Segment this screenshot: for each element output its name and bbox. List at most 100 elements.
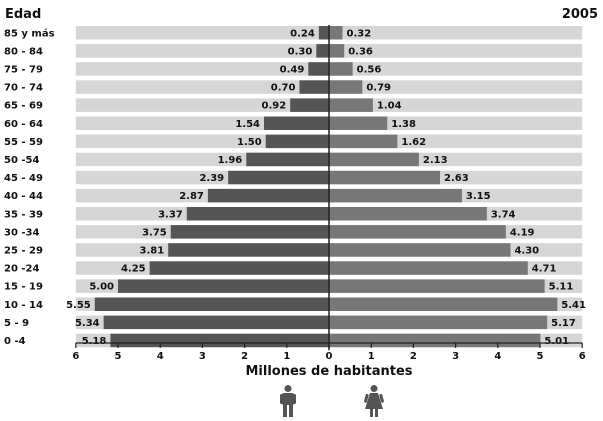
bar-hombres [149, 261, 329, 275]
age-group-label: 15 - 19 [4, 282, 43, 293]
bar-mujeres [329, 44, 345, 58]
age-group-label: 85 y más [4, 27, 55, 39]
value-label-mujeres: 1.38 [391, 119, 416, 130]
bar-hombres [264, 116, 329, 130]
value-label-hombres: 1.50 [237, 137, 262, 148]
x-tick-label: 4 [494, 351, 501, 362]
age-group-label: 20 -24 [4, 264, 40, 275]
bar-hombres [207, 188, 329, 203]
value-label-hombres: 3.37 [158, 209, 183, 220]
value-label-hombres: 0.70 [271, 83, 296, 94]
value-label-mujeres: 0.32 [347, 28, 372, 39]
value-label-mujeres: 5.41 [561, 300, 586, 311]
bar-mujeres [329, 333, 541, 348]
value-label-mujeres: 5.17 [551, 318, 576, 329]
bar-hombres [299, 80, 329, 94]
bar-hombres [168, 243, 329, 257]
value-label-hombres: 2.39 [199, 173, 224, 184]
value-label-mujeres: 0.36 [348, 46, 373, 57]
bar-hombres [290, 98, 329, 112]
year-label: 2005 [562, 7, 598, 22]
bar-hombres [94, 297, 329, 311]
value-label-mujeres: 4.19 [510, 227, 535, 238]
bar-mujeres [329, 225, 506, 239]
x-tick-label: 1 [368, 351, 375, 362]
bar-hombres [170, 225, 329, 239]
age-group-label: 50 -54 [4, 155, 40, 166]
woman-icon [364, 385, 384, 417]
value-label-mujeres: 4.30 [514, 245, 539, 256]
y-axis-title: Edad [5, 7, 41, 22]
bar-hombres [265, 134, 329, 149]
value-label-hombres: 1.54 [235, 119, 260, 130]
bar-mujeres [329, 188, 462, 203]
bar-mujeres [329, 134, 398, 149]
value-label-hombres: 5.55 [66, 300, 91, 311]
x-tick-label: 6 [579, 351, 586, 362]
bar-hombres [308, 62, 329, 76]
value-label-hombres: 0.49 [280, 64, 305, 75]
value-label-hombres: 3.81 [140, 245, 165, 256]
chart-rows: 85 y más 0.24 0.32 80 - 84 0.30 0.36 75 - 79 0.… [4, 26, 586, 348]
value-label-mujeres: 3.15 [466, 191, 491, 202]
bar-mujeres [329, 279, 545, 293]
value-label-hombres: 5.34 [75, 318, 100, 329]
x-tick-label: 3 [452, 351, 459, 362]
x-tick-label: 2 [241, 351, 248, 362]
value-label-mujeres: 3.74 [491, 209, 516, 220]
bar-mujeres [329, 116, 388, 130]
bar-mujeres [329, 80, 363, 94]
value-label-mujeres: 2.13 [423, 155, 448, 166]
value-label-hombres: 0.30 [288, 46, 313, 57]
x-tick-label: 4 [157, 351, 164, 362]
bar-mujeres [329, 315, 548, 330]
age-group-label: 80 - 84 [4, 46, 43, 57]
age-group-label: 55 - 59 [4, 137, 43, 148]
x-axis-title: Millones de habitantes [245, 364, 412, 379]
age-group-label: 30 -34 [4, 227, 40, 238]
age-group-label: 35 - 39 [4, 209, 43, 220]
bar-hombres [186, 207, 329, 221]
bar-mujeres [329, 26, 343, 40]
value-label-mujeres: 5.01 [544, 336, 569, 347]
bar-hombres [103, 315, 329, 330]
x-tick-label: 5 [115, 351, 122, 362]
age-group-label: 70 - 74 [4, 83, 43, 94]
bar-hombres [118, 279, 329, 293]
value-label-mujeres: 1.04 [377, 101, 402, 112]
value-label-mujeres: 2.63 [444, 173, 469, 184]
age-group-label: 0 -4 [4, 336, 26, 347]
bar-hombres [110, 333, 330, 348]
value-label-hombres: 5.00 [89, 282, 114, 293]
age-group-label: 10 - 14 [4, 300, 43, 311]
age-group-label: 60 - 64 [4, 119, 43, 130]
age-group-label: 65 - 69 [4, 101, 43, 112]
bar-mujeres [329, 261, 528, 275]
bar-hombres [246, 152, 329, 167]
x-tick-label: 1 [283, 351, 290, 362]
x-tick-label: 6 [72, 351, 79, 362]
bar-mujeres [329, 297, 558, 311]
value-label-hombres: 0.24 [290, 28, 315, 39]
value-label-hombres: 0.92 [261, 101, 286, 112]
x-tick-label: 0 [326, 351, 333, 362]
age-group-label: 75 - 79 [4, 64, 43, 75]
value-label-mujeres: 1.62 [401, 137, 426, 148]
age-group-label: 5 - 9 [4, 318, 29, 329]
value-label-hombres: 1.96 [218, 155, 243, 166]
x-tick-label: 5 [537, 351, 544, 362]
man-icon [280, 385, 296, 417]
value-label-hombres: 3.75 [142, 227, 167, 238]
bar-mujeres [329, 98, 373, 112]
x-axis: 6 5 4 3 2 1 0 1 2 3 4 5 6 [72, 25, 586, 362]
age-group-label: 25 - 29 [4, 245, 43, 256]
bar-mujeres [329, 62, 353, 76]
bar-hombres [316, 44, 329, 58]
value-label-hombres: 4.25 [121, 264, 146, 275]
bar-mujeres [329, 243, 511, 257]
value-label-mujeres: 5.11 [549, 282, 574, 293]
age-group-label: 45 - 49 [4, 173, 43, 184]
x-tick-label: 2 [410, 351, 417, 362]
bar-hombres [318, 26, 329, 40]
